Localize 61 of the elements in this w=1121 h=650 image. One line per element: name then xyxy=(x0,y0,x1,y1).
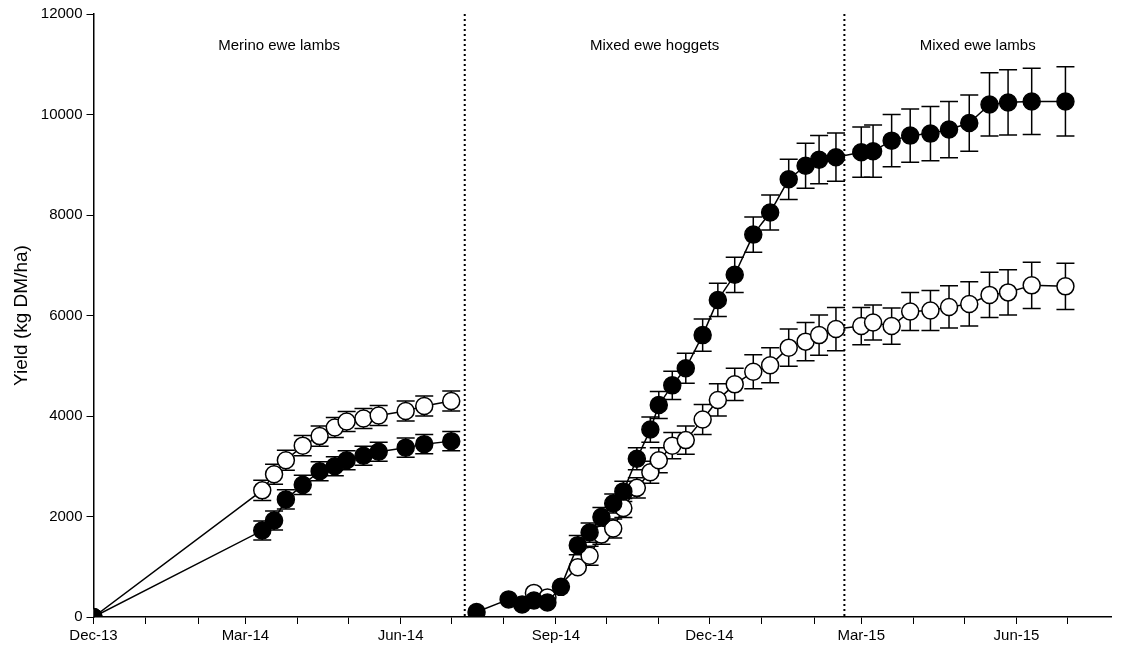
annotation: Merino ewe lambs xyxy=(218,36,340,54)
point xyxy=(1022,92,1041,111)
point xyxy=(551,577,571,597)
point xyxy=(900,302,920,321)
point xyxy=(980,285,999,305)
point xyxy=(760,203,780,222)
point xyxy=(693,325,712,345)
point xyxy=(960,113,979,133)
x-tick-label: Mar-14 xyxy=(221,626,270,644)
point xyxy=(921,301,940,320)
y-tick-label: 0 xyxy=(74,607,83,625)
point xyxy=(663,376,682,395)
point xyxy=(725,375,744,394)
point xyxy=(863,141,883,161)
point xyxy=(760,356,780,375)
y-tick-label: 12000 xyxy=(40,4,83,22)
point xyxy=(676,359,696,378)
x-tick-label: Dec-13 xyxy=(69,626,118,644)
y-tick-label: 4000 xyxy=(49,406,83,424)
point xyxy=(826,319,846,339)
point xyxy=(921,124,940,143)
x-tick-label: Jun-14 xyxy=(377,626,424,644)
point xyxy=(809,325,829,345)
point xyxy=(1056,277,1075,296)
point xyxy=(882,316,901,336)
y-tick-label: 10000 xyxy=(40,104,83,122)
point xyxy=(1056,92,1075,111)
point xyxy=(649,395,669,415)
point xyxy=(708,390,728,410)
point xyxy=(708,290,728,310)
x-tick-label: Sep-14 xyxy=(531,626,581,644)
annotation: Mixed ewe hoggets xyxy=(589,36,720,54)
point xyxy=(998,93,1018,112)
point xyxy=(779,338,798,357)
point xyxy=(568,558,588,577)
point xyxy=(980,95,999,114)
x-tick-label: Jun-15 xyxy=(993,626,1040,644)
point xyxy=(998,283,1018,302)
point xyxy=(900,126,920,145)
point xyxy=(725,265,744,285)
y-tick-label: 6000 xyxy=(49,305,83,323)
point xyxy=(939,297,959,317)
point xyxy=(676,430,696,450)
point xyxy=(1022,276,1041,295)
point xyxy=(779,170,798,189)
point xyxy=(809,150,829,169)
point xyxy=(939,120,959,139)
y-tick-label: 2000 xyxy=(49,506,83,524)
point xyxy=(538,593,557,612)
point xyxy=(960,294,979,314)
point xyxy=(693,410,712,429)
point xyxy=(826,147,846,167)
y-axis-title: Yield (kg DM/ha) xyxy=(9,245,31,386)
x-tick-label: Dec-14 xyxy=(685,626,734,644)
point xyxy=(863,313,883,332)
point xyxy=(882,131,901,150)
annotation: Mixed ewe lambs xyxy=(919,36,1036,54)
y-tick-label: 8000 xyxy=(49,205,83,223)
point xyxy=(744,362,763,382)
x-tick-label: Mar-15 xyxy=(837,626,886,644)
point xyxy=(744,225,763,244)
